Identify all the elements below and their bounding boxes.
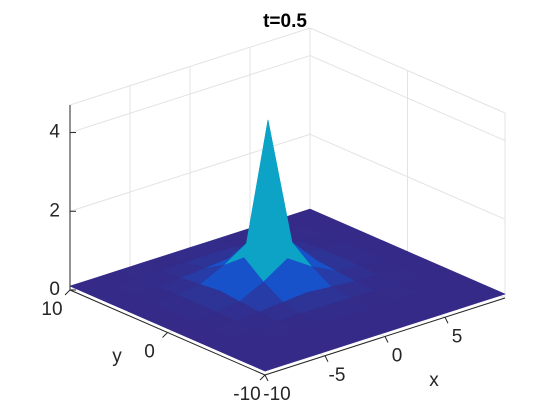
grid-line — [69, 55, 311, 134]
chart-title: t=0.5 — [263, 11, 307, 32]
z-tick-label: 0 — [49, 279, 60, 300]
x-tick-label: 0 — [392, 346, 403, 367]
x-tick-label: -10 — [263, 384, 290, 405]
x-tick — [264, 374, 269, 382]
y-tick — [259, 374, 266, 381]
mesh-cell — [245, 354, 290, 372]
x-tick — [384, 336, 389, 343]
y-tick — [64, 289, 71, 296]
grid-line — [309, 55, 506, 142]
x-tick-label: -5 — [329, 365, 346, 386]
y-tick — [162, 332, 168, 338]
z-tick-label: 2 — [49, 200, 60, 221]
y-axis-label: y — [112, 346, 122, 367]
y-tick-label: 0 — [144, 342, 155, 363]
x-axis-label: x — [429, 370, 439, 391]
y-tick-label: -10 — [233, 384, 260, 405]
grid-line — [309, 133, 506, 220]
z-tick-label: 4 — [49, 122, 60, 143]
x-tick — [324, 355, 329, 362]
x-tick-label: 5 — [452, 326, 463, 347]
x-tick — [444, 317, 449, 324]
y-tick-label: 10 — [41, 299, 62, 320]
